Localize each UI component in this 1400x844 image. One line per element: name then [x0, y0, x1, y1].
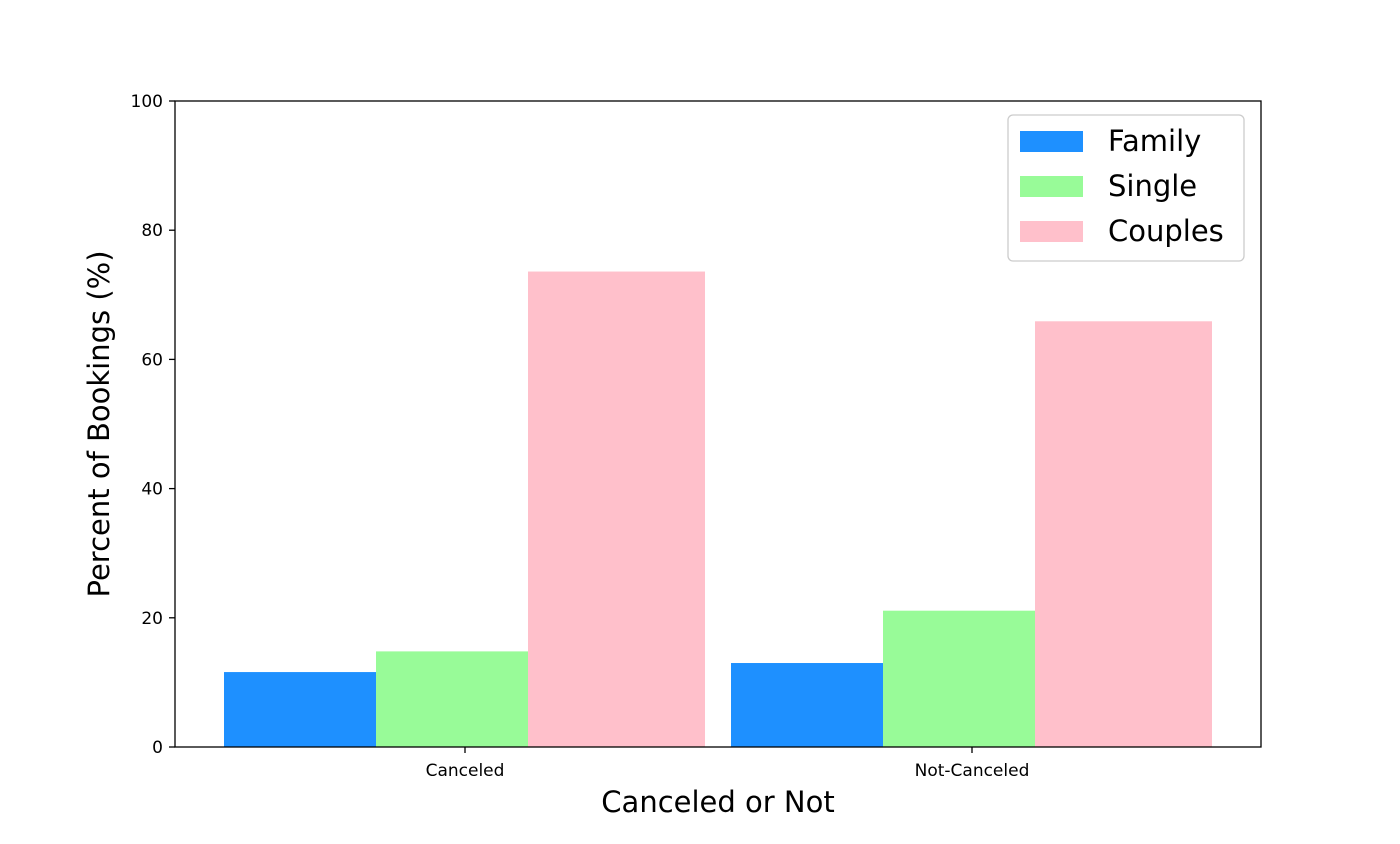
- y-tick-label: 100: [131, 92, 163, 112]
- bars-layer: [224, 271, 1212, 747]
- x-axis-ticks: Canceled Not-Canceled: [426, 747, 1030, 781]
- y-tick-label: 0: [152, 738, 163, 758]
- legend-label-couples: Couples: [1108, 214, 1224, 248]
- bar-couples-canceled: [528, 271, 705, 747]
- x-tick-label: Canceled: [426, 761, 505, 781]
- x-tick-label: Not-Canceled: [915, 761, 1030, 781]
- y-tick-label: 20: [141, 609, 163, 629]
- bar-couples-not-canceled: [1035, 321, 1212, 747]
- legend-label-single: Single: [1108, 169, 1197, 203]
- legend-label-family: Family: [1108, 124, 1201, 158]
- x-axis-label: Canceled or Not: [601, 785, 834, 819]
- y-tick-label: 80: [141, 221, 163, 241]
- bar-family-canceled: [224, 672, 376, 747]
- y-axis-ticks: 0 20 40 60 80 100: [131, 92, 175, 758]
- legend-swatch-couples: [1020, 221, 1083, 242]
- bar-single-not-canceled: [883, 610, 1035, 747]
- y-tick-label: 60: [141, 350, 163, 370]
- legend-swatch-family: [1020, 131, 1083, 152]
- legend-swatch-single: [1020, 176, 1083, 197]
- legend: Family Single Couples: [1007, 114, 1245, 262]
- y-axis-label: Percent of Bookings (%): [82, 250, 116, 597]
- y-tick-label: 40: [141, 480, 163, 500]
- bar-single-canceled: [376, 651, 528, 747]
- plot-frame: [174, 100, 1262, 748]
- bar-family-not-canceled: [731, 663, 883, 747]
